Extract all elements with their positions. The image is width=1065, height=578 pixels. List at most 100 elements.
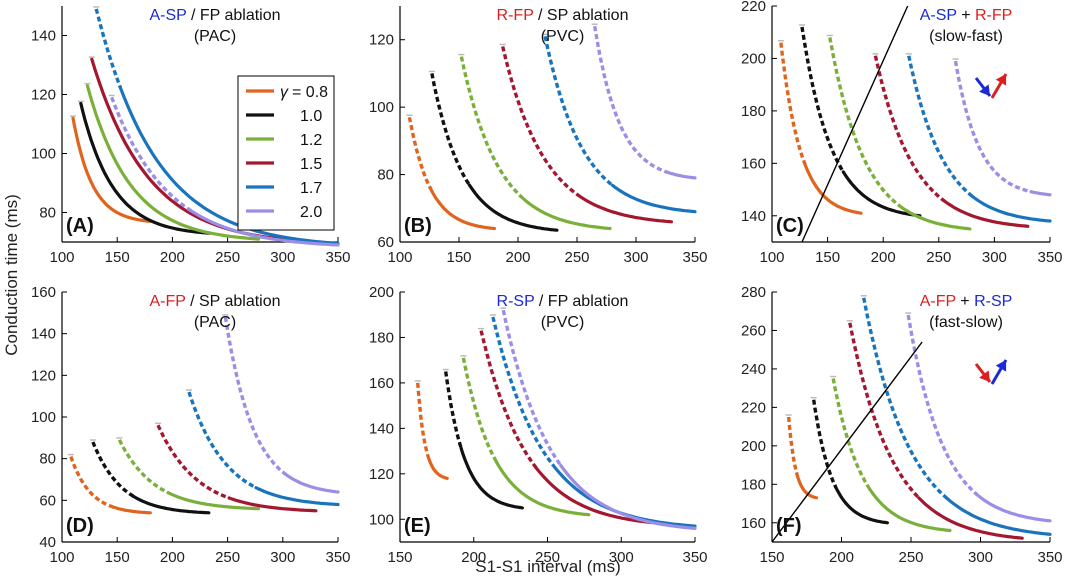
series-line-dashed-B-1.5: [501, 46, 580, 197]
panel-label-B: (B): [404, 215, 432, 237]
panel-subtitle-C: (slow-fast): [929, 28, 1003, 45]
x-tick-label-D: 300: [270, 549, 295, 566]
x-tick-label-E: 300: [609, 549, 634, 566]
x-tick-label-B: 300: [623, 249, 648, 266]
y-tick-label-F: 280: [741, 284, 766, 301]
y-tick-label-D: 40: [39, 534, 56, 551]
series-line-dashed-E-1.2: [461, 357, 497, 460]
y-tick-label-B: 80: [377, 167, 394, 184]
series-line-D-1.0: [131, 494, 211, 515]
arrow-blue-F-head: [995, 360, 1007, 372]
series-line-dashed-E-1.0: [444, 371, 463, 449]
panel-subtitle-D: (PAC): [194, 314, 236, 331]
series-line-B-1.0: [467, 183, 559, 232]
legend-label-0.8: = 0.8: [292, 84, 328, 101]
x-tick-label-E: 150: [387, 549, 412, 566]
x-tick-label-D: 250: [215, 549, 240, 566]
series-line-dashed-E-1.7: [491, 316, 555, 467]
series-line-C-2.0: [1029, 190, 1052, 197]
panel-subtitle-B: (PVC): [541, 28, 585, 45]
x-tick-label-A: 150: [105, 249, 130, 266]
y-tick-label-F: 200: [741, 438, 766, 455]
panel-title-E: R-SP / FP ablation: [497, 293, 629, 310]
series-line-C-1.7: [970, 194, 1052, 223]
panel-subtitle-F: (fast-slow): [929, 314, 1003, 331]
y-tick-label-E: 140: [369, 420, 394, 437]
series-line-dashed-B-1.7: [543, 35, 614, 187]
series-line-B-0.8: [429, 187, 496, 231]
y-tick-label-E: 120: [369, 466, 394, 483]
panel-title-D: A-FP / SP ablation: [149, 293, 280, 310]
series-line-A-1.2: [85, 84, 261, 241]
legend-box: [237, 75, 335, 231]
series-line-dashed-E-2.0: [501, 309, 563, 467]
series-line-dashed-C-1.0: [800, 26, 845, 173]
series-line-C-0.8: [803, 162, 863, 215]
legend-label-1.5: 1.5: [300, 156, 322, 173]
series-line-A-2.0: [189, 209, 340, 247]
y-tick-label-A: 80: [39, 205, 56, 222]
panel-title-segment: / SP ablation: [186, 293, 281, 310]
series-line-dashed-D-2.0: [223, 316, 289, 477]
y-tick-label-F: 240: [741, 361, 766, 378]
series-line-dashed-C-1.7: [907, 55, 974, 198]
x-tick-label-B: 150: [446, 249, 471, 266]
panel-title-segment: / FP ablation: [534, 293, 628, 310]
y-axis-title: Conduction time (ms): [2, 194, 21, 356]
y-tick-label-C: 140: [741, 208, 766, 225]
series-line-dashed-B-2.0: [593, 25, 671, 175]
x-tick-label-C: 100: [759, 249, 784, 266]
series-line-dashed-D-1.0: [91, 441, 135, 498]
series-line-dashed-E-0.8: [416, 382, 430, 457]
series-line-D-1.2: [166, 491, 261, 511]
series-line-B-1.7: [611, 183, 697, 214]
series-line-A-1.7: [118, 86, 340, 246]
series-line-B-1.2: [519, 194, 612, 231]
series-line-dashed-A-1.7: [94, 8, 122, 89]
series-line-F-0.8: [795, 472, 819, 500]
legend-gamma-symbol: γ: [280, 84, 289, 101]
panel-title-A: A-SP / FP ablation: [149, 7, 280, 24]
series-line-dashed-B-1.0: [430, 73, 471, 186]
x-tick-label-F: 150: [759, 549, 784, 566]
x-tick-label-B: 200: [505, 249, 530, 266]
legend-label-2.0: 2.0: [300, 204, 322, 221]
panel-label-C: (C): [776, 215, 804, 237]
panel-label-F: (F): [776, 515, 802, 537]
x-tick-label-A: 200: [160, 249, 185, 266]
series-line-A-1.0: [79, 101, 211, 235]
x-tick-label-A: 100: [49, 249, 74, 266]
panel-title-B: R-FP / SP ablation: [497, 7, 629, 24]
series-line-dashed-D-1.5: [156, 424, 230, 500]
y-tick-label-E: 200: [369, 284, 394, 301]
series-line-B-1.5: [577, 193, 673, 224]
x-tick-label-C: 200: [871, 249, 896, 266]
x-tick-label-E: 350: [682, 549, 707, 566]
series-line-E-2.0: [559, 463, 697, 530]
series-line-F-1.7: [946, 497, 1052, 536]
series-line-dashed-C-1.5: [873, 55, 946, 203]
x-tick-label-B: 250: [564, 249, 589, 266]
series-line-dashed-F-2.0: [906, 314, 981, 498]
x-tick-label-A: 300: [270, 249, 295, 266]
y-tick-label-D: 160: [31, 284, 56, 301]
y-tick-label-C: 200: [741, 50, 766, 67]
series-line-dashed-B-1.2: [459, 56, 523, 198]
panel-title-segment: / FP ablation: [187, 7, 281, 24]
series-line-dashed-B-0.8: [407, 116, 433, 190]
panel-title-segment: +: [957, 7, 975, 24]
y-tick-label-A: 120: [31, 87, 56, 104]
x-tick-label-D: 150: [105, 549, 130, 566]
x-axis-title: S1-S1 interval (ms): [475, 557, 620, 576]
x-tick-label-C: 350: [1037, 249, 1062, 266]
panel-title-segment: R-SP: [497, 293, 535, 310]
y-tick-label-D: 140: [31, 326, 56, 343]
x-tick-label-E: 200: [461, 549, 486, 566]
diagonal-line-C: [801, 5, 909, 243]
series-line-F-1.2: [866, 485, 952, 533]
x-tick-label-B: 100: [387, 249, 412, 266]
y-tick-label-D: 100: [31, 409, 56, 426]
x-tick-label-E: 250: [535, 549, 560, 566]
x-tick-label-D: 350: [325, 549, 350, 566]
y-tick-label-E: 160: [369, 375, 394, 392]
